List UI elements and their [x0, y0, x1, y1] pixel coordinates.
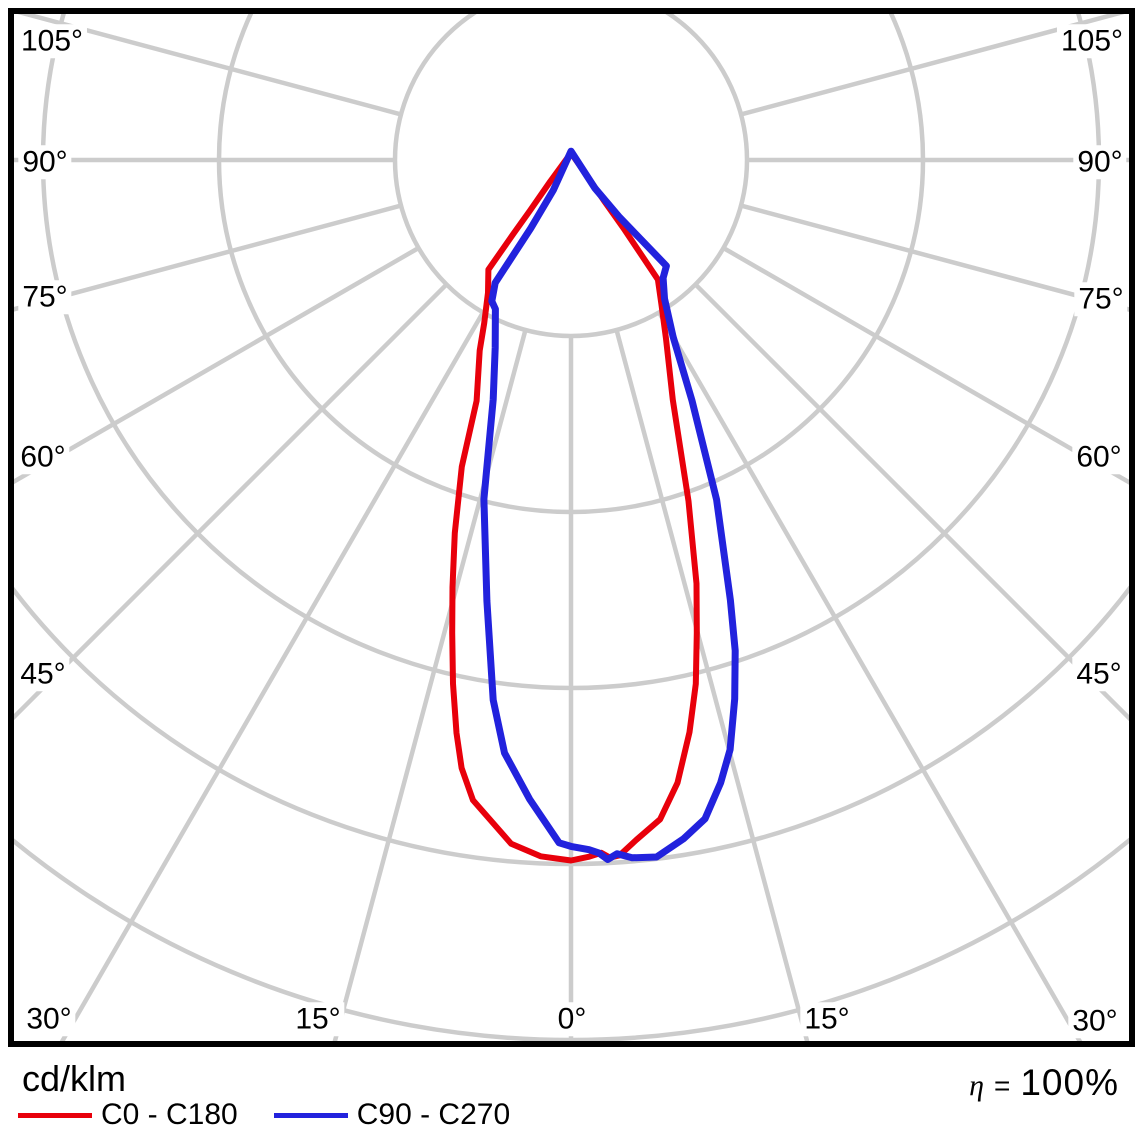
radial-unit-label: cd/klm	[22, 1058, 127, 1099]
angle-label: 30°	[1068, 1004, 1122, 1038]
angle-label: 60°	[16, 440, 70, 474]
angle-label: 60°	[1072, 440, 1126, 474]
legend: C0 - C180 C90 - C270	[18, 1098, 510, 1132]
angle-label: 0°	[553, 1002, 591, 1036]
light-output-ratio: η = 100%	[969, 1062, 1119, 1104]
angle-label: 105°	[16, 24, 88, 58]
legend-line-blue-icon	[273, 1112, 348, 1118]
angle-label: 90°	[1073, 145, 1127, 179]
angle-label: 90°	[18, 145, 72, 179]
angle-label: 75°	[18, 280, 72, 314]
eta-value: 100%	[1020, 1062, 1119, 1103]
angle-label: 30°	[22, 1002, 76, 1036]
angle-label: 15°	[291, 1002, 345, 1036]
legend-label-c0-c180: C0 - C180	[101, 1098, 238, 1131]
legend-item-c0-c180: C0 - C180	[18, 1098, 238, 1132]
eta-equals: =	[994, 1070, 1011, 1101]
angle-label: 45°	[1072, 657, 1126, 691]
angle-label: 105°	[1056, 24, 1128, 58]
angle-label: 15°	[800, 1002, 854, 1036]
angle-label: 45°	[16, 657, 70, 691]
angle-label: 75°	[1074, 282, 1128, 316]
legend-item-c90-c270: C90 - C270	[273, 1098, 511, 1132]
legend-label-c90-c270: C90 - C270	[356, 1098, 511, 1131]
legend-line-red-icon	[18, 1112, 92, 1118]
eta-symbol: η	[969, 1069, 984, 1102]
